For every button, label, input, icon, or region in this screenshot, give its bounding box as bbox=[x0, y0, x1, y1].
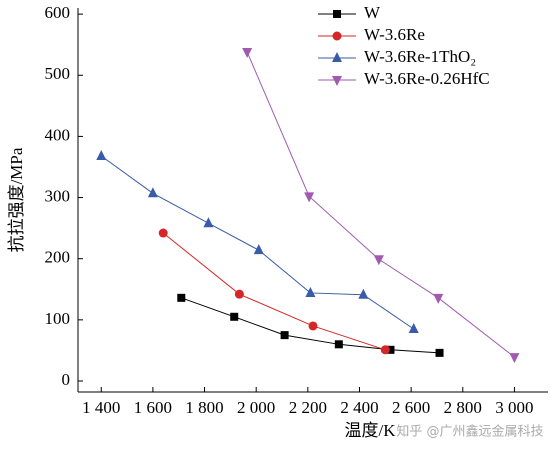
marker bbox=[433, 293, 444, 304]
marker bbox=[308, 321, 318, 331]
x-tick-label: 1 600 bbox=[134, 398, 172, 417]
x-axis-label: 温度/K bbox=[345, 421, 397, 440]
marker bbox=[408, 323, 419, 334]
marker bbox=[380, 345, 390, 355]
marker bbox=[305, 286, 316, 297]
marker bbox=[147, 187, 158, 198]
y-tick-label: 600 bbox=[45, 3, 71, 22]
legend-marker bbox=[332, 76, 342, 86]
marker bbox=[280, 331, 289, 340]
marker bbox=[203, 217, 214, 228]
legend-marker bbox=[332, 31, 342, 41]
marker bbox=[234, 289, 244, 299]
y-tick-label: 100 bbox=[45, 309, 71, 328]
marker bbox=[334, 340, 343, 349]
y-axis-label: 抗拉强度/MPa bbox=[7, 147, 26, 252]
legend-label: W-3.6Re-1ThO₂ bbox=[364, 47, 476, 66]
legend-label: W bbox=[364, 3, 381, 22]
series-line bbox=[246, 51, 515, 358]
y-tick-label: 500 bbox=[45, 64, 71, 83]
x-tick-label: 2 600 bbox=[392, 398, 430, 417]
marker bbox=[373, 255, 384, 266]
marker bbox=[158, 228, 168, 238]
x-tick-label: 2 000 bbox=[237, 398, 275, 417]
x-tick-label: 3 000 bbox=[495, 398, 533, 417]
marker bbox=[230, 312, 239, 321]
x-tick-label: 2 200 bbox=[289, 398, 327, 417]
y-tick-label: 0 bbox=[62, 370, 71, 389]
y-tick-label: 400 bbox=[45, 125, 71, 144]
marker bbox=[253, 244, 264, 255]
series-line bbox=[181, 297, 440, 354]
marker bbox=[509, 353, 520, 364]
marker bbox=[242, 48, 253, 59]
legend-marker bbox=[333, 10, 341, 18]
watermark: 知乎 @广州鑫远金属科技 bbox=[396, 424, 543, 440]
legend-marker bbox=[332, 52, 342, 62]
x-tick-label: 1 400 bbox=[82, 398, 120, 417]
legend-label: W-3.6Re-0.26HfC bbox=[364, 69, 490, 88]
x-tick-label: 2 400 bbox=[340, 398, 378, 417]
marker bbox=[435, 348, 444, 357]
marker bbox=[304, 192, 315, 203]
series-line bbox=[162, 232, 386, 351]
marker bbox=[358, 288, 369, 299]
series-line bbox=[100, 155, 414, 330]
marker bbox=[177, 293, 186, 302]
legend-label: W-3.6Re bbox=[364, 25, 425, 44]
y-tick-label: 300 bbox=[45, 186, 71, 205]
marker bbox=[96, 149, 107, 160]
y-tick-label: 200 bbox=[45, 248, 71, 267]
marker bbox=[386, 345, 395, 354]
x-tick-label: 1 800 bbox=[185, 398, 223, 417]
x-tick-label: 2 800 bbox=[444, 398, 482, 417]
